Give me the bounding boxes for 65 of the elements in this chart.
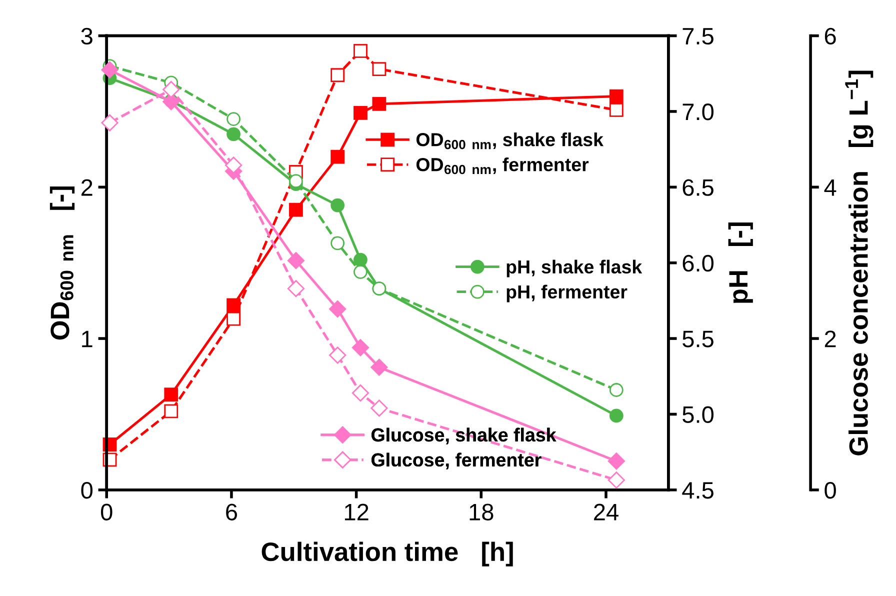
point: [609, 408, 624, 423]
y-tick-label: 1: [82, 330, 92, 348]
y2-axis-title: pH [-]: [728, 222, 753, 303]
point: [329, 300, 346, 318]
y3-tick-label: 6: [824, 28, 836, 45]
point: [289, 174, 303, 188]
legend-label: Glucose, shake flask: [372, 428, 556, 444]
text: OD$_{600 nm}$ [-]: [50, 186, 75, 340]
y2-tick-label: 5.0: [682, 406, 714, 424]
point: [226, 112, 240, 126]
y3-tick-label: 0: [824, 482, 836, 499]
y2-tick-label: 6.5: [682, 179, 714, 196]
y2-tick-label: 7.0: [682, 104, 714, 120]
point: [608, 472, 625, 489]
point: [289, 202, 303, 217]
point: [330, 236, 345, 250]
legend-label: pH, shake flask: [506, 260, 642, 278]
y3-tick-label: 2: [824, 330, 836, 348]
legend-label: Glucose, fermenter: [372, 452, 542, 470]
point: [354, 252, 368, 267]
x-tick-label: 12: [344, 504, 368, 520]
point: [609, 102, 624, 117]
point: [608, 452, 625, 470]
legend-label: OD$_{600 nm}$, shake flask: [416, 132, 604, 150]
point: [101, 114, 118, 132]
point: [164, 404, 178, 418]
y2-tick-label: 4.5: [682, 482, 714, 499]
point: [287, 280, 305, 298]
point: [354, 106, 368, 120]
point: [162, 80, 180, 98]
y2-tick-label: 7.5: [682, 28, 714, 45]
y2-tick-label: 6.0: [682, 254, 714, 272]
point: [226, 312, 240, 326]
point: [352, 384, 370, 402]
x-axis-title: Cultivation time [h]: [262, 542, 513, 566]
y3-axis-title: Glucose concentration [g L$^{−1}$]: [845, 70, 874, 456]
point: [370, 400, 388, 417]
point: [370, 358, 388, 376]
point: [164, 388, 178, 402]
y-tick-label: 0: [81, 482, 93, 499]
point: [330, 68, 345, 82]
point: [354, 264, 368, 279]
legend-label: pH, fermenter: [506, 284, 628, 302]
point: [609, 383, 624, 397]
point: [330, 198, 345, 212]
x-tick-label: 6: [226, 504, 237, 520]
point: [287, 252, 305, 270]
point: [372, 62, 386, 76]
point: [329, 346, 346, 364]
x-tick-label: 0: [100, 504, 112, 520]
y2-tick-label: 5.5: [682, 330, 714, 348]
point: [330, 150, 345, 164]
x-tick-label: 24: [594, 504, 618, 520]
y-tick-label: 3: [81, 28, 92, 45]
y-tick-label: 2: [81, 179, 92, 196]
point: [352, 339, 370, 356]
point: [354, 44, 368, 58]
point: [224, 156, 242, 174]
y3-tick-label: 4: [824, 179, 836, 196]
point: [226, 127, 240, 142]
point: [609, 89, 624, 104]
point: [372, 96, 386, 111]
legend-label: OD$_{600 nm}$, fermenter: [416, 157, 589, 174]
x-tick-label: 18: [470, 504, 494, 520]
point: [101, 61, 118, 78]
